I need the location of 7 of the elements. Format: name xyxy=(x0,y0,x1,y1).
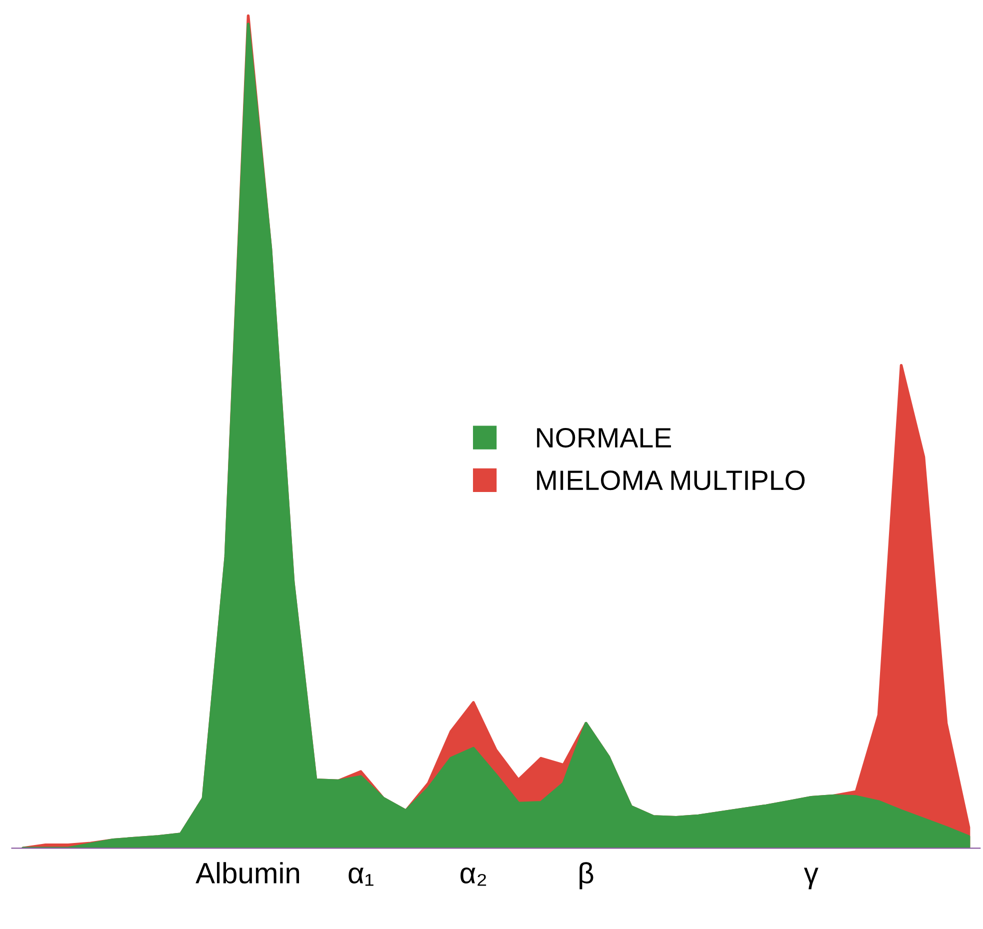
x-tick-label: γ xyxy=(804,868,818,890)
legend-label: NORMALE xyxy=(537,428,671,448)
x-tick-label: α₁ xyxy=(348,868,374,886)
x-tick-label: β xyxy=(580,862,594,890)
legend-label: MIELOMA MULTIPLO xyxy=(537,470,805,490)
x-tick-label: Albumin xyxy=(196,862,300,884)
x-tick-label: α₂ xyxy=(460,868,486,886)
